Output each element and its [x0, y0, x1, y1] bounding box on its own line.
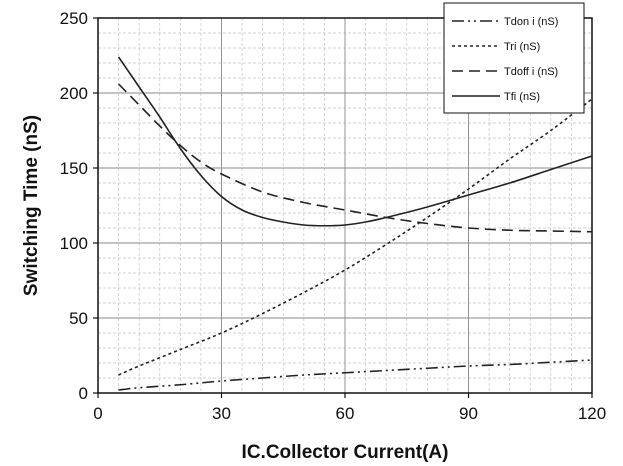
x-tick-label: 30 [212, 404, 231, 423]
x-tick-label: 0 [93, 404, 102, 423]
legend-label-4: Tfi (nS) [504, 91, 540, 103]
x-axis-title: IC.Collector Current(A) [242, 442, 449, 463]
x-tick-label: 60 [336, 404, 355, 423]
series-line-3 [118, 83, 593, 233]
y-tick-label: 150 [60, 159, 88, 178]
series-layer [117, 56, 593, 391]
series-line-1 [118, 359, 593, 391]
x-tick-label: 90 [459, 404, 478, 423]
legend-label-2: Tri (nS) [504, 41, 540, 53]
series-line-2 [118, 98, 593, 376]
y-axis-title: Switching Time (nS) [21, 115, 42, 296]
y-tick-label: 200 [60, 84, 88, 103]
y-tick-label: 0 [79, 384, 88, 403]
legend: Tdon i (nS) Tri (nS) Tdoff i (nS) Tfi (nS) [443, 2, 585, 114]
y-tick-label: 250 [60, 9, 88, 28]
legend-label-3: Tdoff i (nS) [504, 66, 558, 78]
legend-label-1: Tdon i (nS) [504, 16, 558, 28]
y-tick-label: 50 [69, 309, 88, 328]
x-tick-label: 120 [578, 404, 606, 423]
y-tick-label: 100 [60, 234, 88, 253]
x-axis-ticks: 0 30 60 90 120 [93, 393, 606, 423]
legend-box [443, 2, 585, 114]
y-axis-ticks: 0 50 100 150 200 250 [60, 9, 98, 403]
series-line-4 [117, 56, 593, 227]
